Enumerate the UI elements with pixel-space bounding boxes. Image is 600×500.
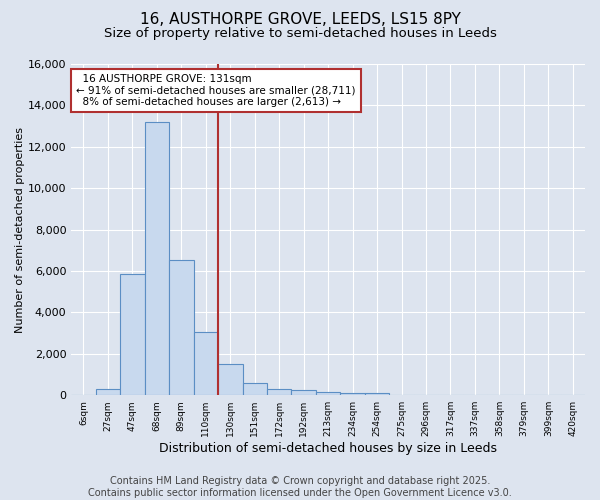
Bar — [96, 389, 120, 395]
X-axis label: Distribution of semi-detached houses by size in Leeds: Distribution of semi-detached houses by … — [159, 442, 497, 455]
Bar — [267, 388, 292, 395]
Bar — [340, 393, 365, 395]
Bar — [365, 394, 389, 395]
Bar — [316, 392, 340, 395]
Text: Contains HM Land Registry data © Crown copyright and database right 2025.
Contai: Contains HM Land Registry data © Crown c… — [88, 476, 512, 498]
Bar — [120, 274, 145, 395]
Bar — [292, 390, 316, 395]
Bar — [145, 122, 169, 395]
Text: 16 AUSTHORPE GROVE: 131sqm
← 91% of semi-detached houses are smaller (28,711)
  : 16 AUSTHORPE GROVE: 131sqm ← 91% of semi… — [76, 74, 356, 107]
Text: Size of property relative to semi-detached houses in Leeds: Size of property relative to semi-detach… — [104, 28, 496, 40]
Bar — [218, 364, 242, 395]
Y-axis label: Number of semi-detached properties: Number of semi-detached properties — [15, 126, 25, 332]
Text: 16, AUSTHORPE GROVE, LEEDS, LS15 8PY: 16, AUSTHORPE GROVE, LEEDS, LS15 8PY — [140, 12, 460, 28]
Bar — [389, 394, 414, 395]
Bar — [242, 383, 267, 395]
Bar — [169, 260, 194, 395]
Bar — [194, 332, 218, 395]
